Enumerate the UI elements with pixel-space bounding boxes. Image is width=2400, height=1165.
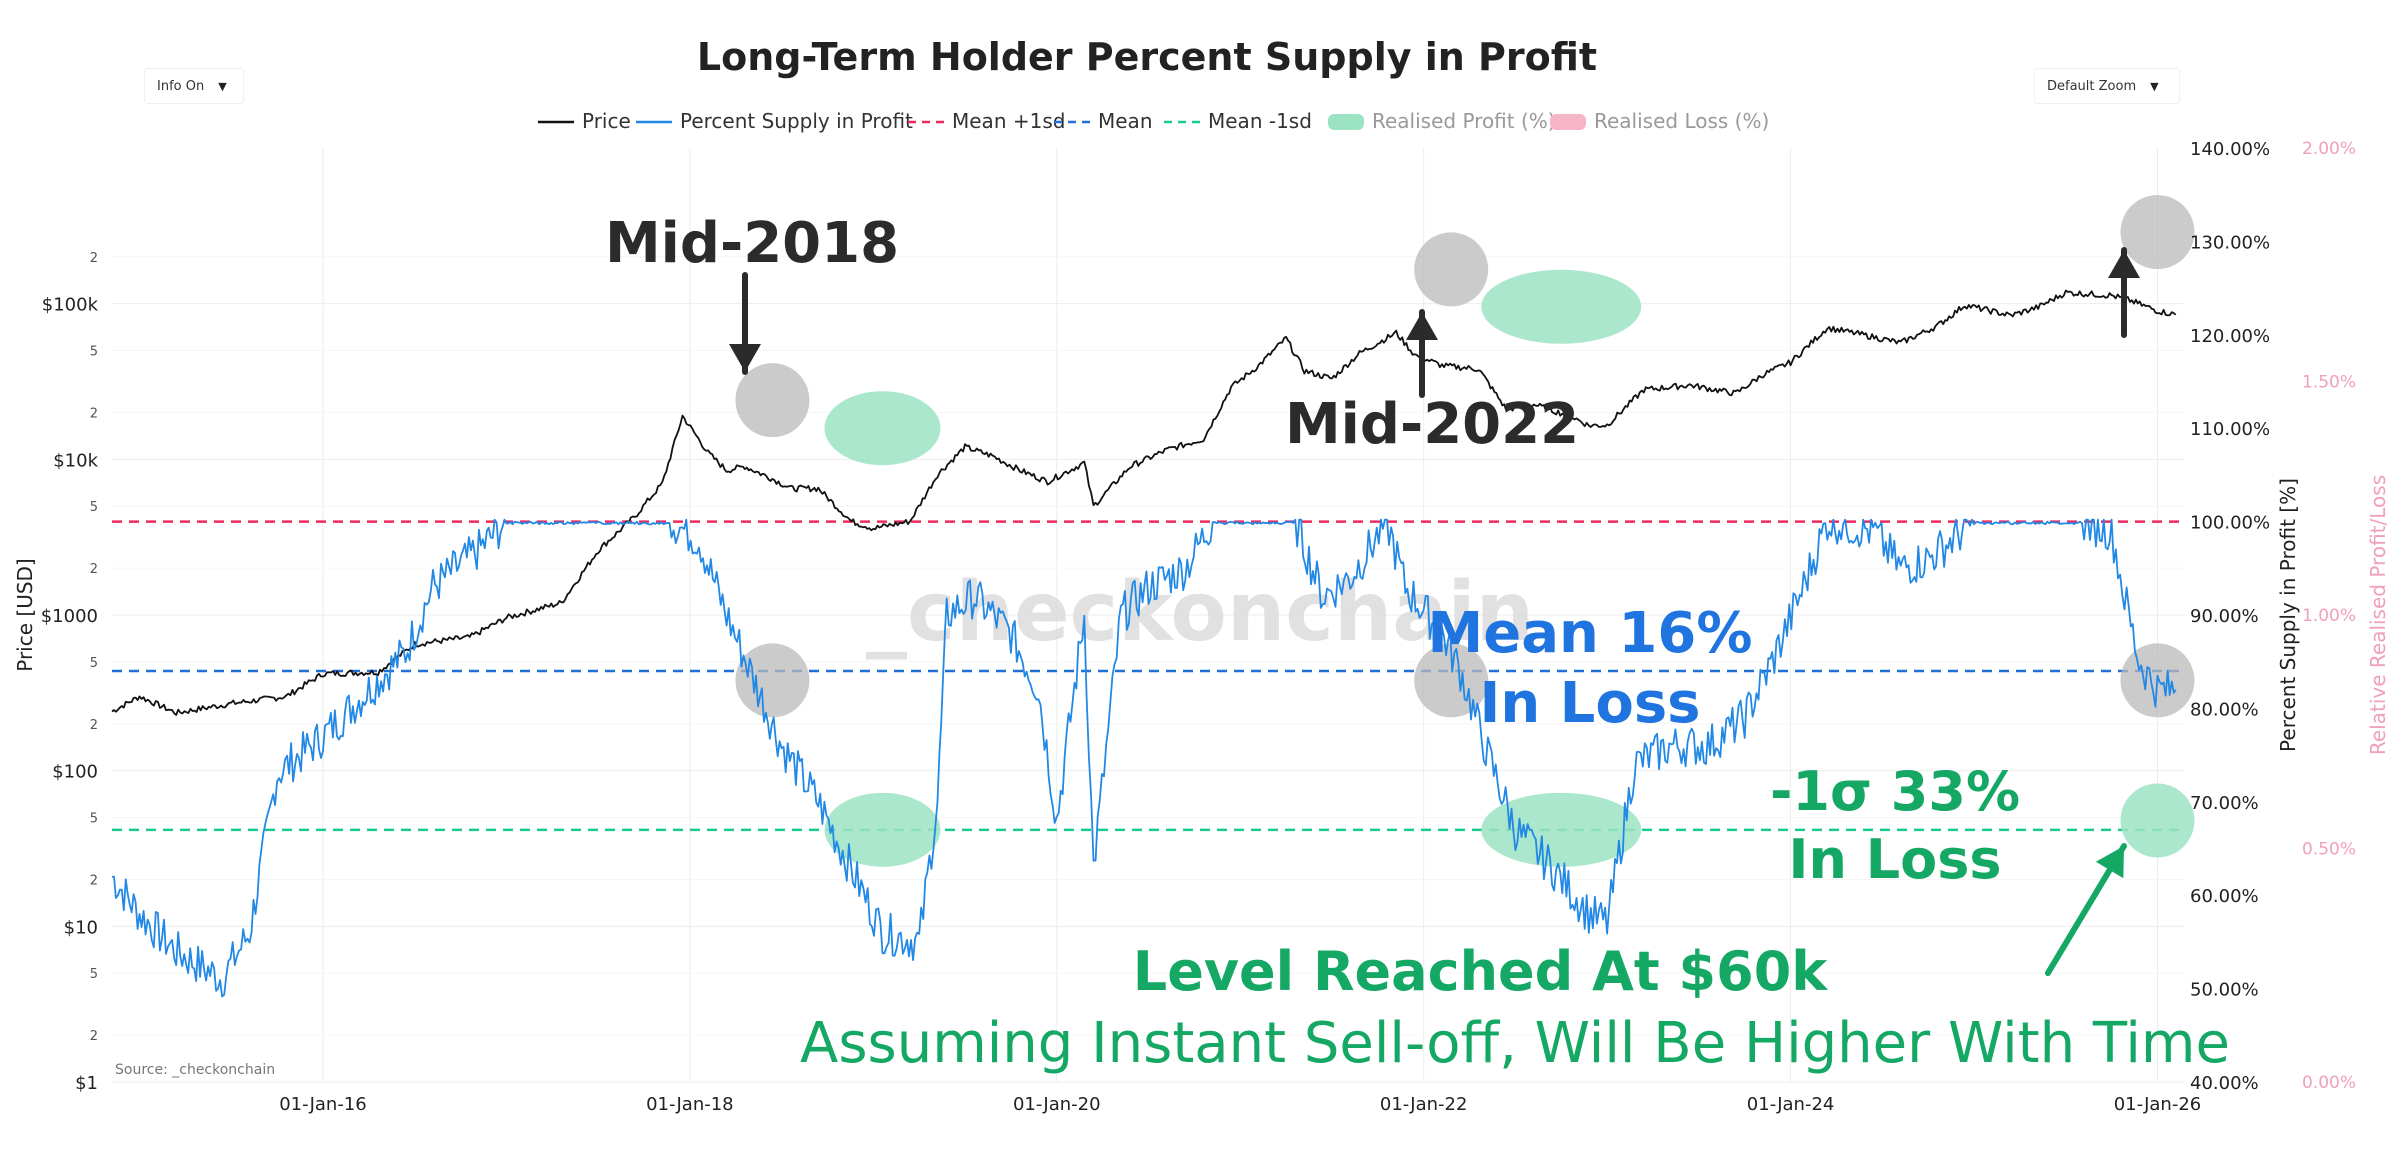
percent-supply-in-profit-line <box>111 518 2177 998</box>
right-axis2-tick-label: 0.00% <box>2302 1073 2356 1093</box>
circle-2018-top <box>735 363 810 438</box>
annotation-text: Mid-2022 <box>1285 392 1579 457</box>
arrow-head <box>2108 250 2140 278</box>
arrow-2026-price <box>2108 247 2140 338</box>
info-dropdown-label: Info On <box>157 78 205 94</box>
left-axis-minor-tick-label: 5 <box>90 345 98 360</box>
legend-swatch <box>1328 114 1364 130</box>
legend-swatch <box>1550 114 1586 130</box>
left-axis-tick-label: $10k <box>53 450 98 471</box>
right-axis-tick-label: 100.00% <box>2190 513 2270 534</box>
reference-lines <box>112 520 2185 832</box>
annotation-text: In Loss <box>1479 671 1700 736</box>
x-axis-tick-label: 01-Jan-26 <box>2114 1094 2202 1115</box>
left-axis-minor-tick-label: 2 <box>90 873 98 888</box>
legend-item-label: Mean <box>1098 109 1153 133</box>
gridlines <box>112 148 2185 1083</box>
annotation-text: Level Reached At $60k <box>1133 940 1828 1003</box>
chevron-down-icon: ▼ <box>2150 79 2159 93</box>
right-axis2-tick-label: 2.00% <box>2302 139 2356 159</box>
right-axis-tick-label: 50.00% <box>2190 980 2259 1001</box>
right-axis-tick-label: 60.00% <box>2190 886 2259 907</box>
arrow-mid-2018 <box>729 272 761 375</box>
left-axis-tick-label: $100k <box>42 295 99 316</box>
ellipse-2018-bottom-supply <box>824 792 941 867</box>
source-label: Source: _checkonchain <box>115 1062 275 1078</box>
zoom-dropdown-label: Default Zoom <box>2047 78 2137 94</box>
annotation-text: Mean 16% <box>1428 601 1753 666</box>
left-axis-title: Price [USD] <box>13 558 37 672</box>
ellipse-2022-bottom-supply <box>1481 792 1642 867</box>
right-axis-tick-label: 70.00% <box>2190 793 2259 814</box>
left-axis-minor-tick-label: 2 <box>90 1029 98 1044</box>
legend-item-label: Mean -1sd <box>1208 109 1312 133</box>
left-axis-minor-tick-label: 5 <box>90 967 98 982</box>
right-axis-tick-label: 120.00% <box>2190 326 2270 347</box>
left-axis-minor-tick-label: 5 <box>90 656 98 671</box>
arrow-head <box>2095 846 2124 879</box>
right-axis-tick-label: 40.00% <box>2190 1073 2259 1094</box>
left-axis-minor-tick-label: 2 <box>90 406 98 421</box>
x-axis-tick-label: 01-Jan-18 <box>646 1094 734 1115</box>
arrow-head <box>1406 312 1438 340</box>
annotation-text: Mid-2018 <box>605 211 899 276</box>
right-axis2-tick-label: 1.50% <box>2302 373 2356 393</box>
left-axis-minor-tick-label: 2 <box>90 251 98 266</box>
ellipse-2018-bottom-price <box>824 391 941 466</box>
ellipse-2022-bottom-price <box>1481 269 1642 344</box>
right-axis2-title: Relative Realised Profit/Loss <box>2366 475 2390 755</box>
right-axis-tick-label: 130.00% <box>2190 232 2270 253</box>
left-axis-tick-label: $100 <box>52 762 98 783</box>
legend: Price Percent Supply in Profit Mean +1sd Me… <box>538 109 1769 133</box>
chevron-down-icon: ▼ <box>218 79 227 93</box>
right-axis2-tick-label: 0.50% <box>2302 840 2356 860</box>
legend-item-label: Realised Loss (%) <box>1594 109 1769 133</box>
legend-item-label: Price <box>582 109 631 133</box>
annotation-text: -1σ 33% <box>1770 760 2020 823</box>
highlights <box>735 195 2195 867</box>
legend-item-label: Percent Supply in Profit <box>680 109 913 133</box>
info-dropdown[interactable]: Info On ▼ <box>144 68 244 104</box>
x-axis-tick-label: 01-Jan-16 <box>279 1094 367 1115</box>
right-axis-title: Percent Supply in Profit [%] <box>2276 478 2300 752</box>
price-line <box>111 289 2177 716</box>
circle-2018-low <box>735 643 810 718</box>
chart-title: Long-Term Holder Percent Supply in Profi… <box>697 35 1597 79</box>
zoom-dropdown[interactable]: Default Zoom ▼ <box>2034 68 2180 104</box>
left-axis-minor-tick-label: 5 <box>90 500 98 515</box>
legend-item-label: Realised Profit (%) <box>1372 109 1556 133</box>
circle-2026-target <box>2120 783 2195 858</box>
circle-2022-top <box>1414 232 1489 307</box>
left-axis-minor-tick-label: 5 <box>90 812 98 827</box>
right-axis-tick-label: 140.00% <box>2190 139 2270 160</box>
circle-2026-top <box>2120 195 2195 270</box>
left-axis-tick-label: $10 <box>64 917 98 938</box>
series <box>111 289 2177 998</box>
right-axis-tick-label: 110.00% <box>2190 419 2270 440</box>
left-axis-minor-tick-label: 2 <box>90 718 98 733</box>
arrow-level-reached <box>2045 843 2127 976</box>
axes: $1 $10 $100 $1000 $10k $100k 2 5 2 5 2 5 2 5 2 5 2 Price … <box>13 139 2390 1115</box>
x-axis-tick-label: 01-Jan-20 <box>1013 1094 1101 1115</box>
left-axis-tick-label: $1000 <box>41 606 98 627</box>
left-axis-tick-label: $1 <box>75 1073 98 1094</box>
x-axis-tick-label: 01-Jan-22 <box>1380 1094 1468 1115</box>
left-axis-minor-tick-label: 2 <box>90 562 98 577</box>
annotation-text: Assuming Instant Sell-off, Will Be Highe… <box>800 1011 2230 1076</box>
x-axis-tick-label: 01-Jan-24 <box>1747 1094 1835 1115</box>
legend-item-label: Mean +1sd <box>952 109 1065 133</box>
arrow-mid-2022 <box>1406 309 1438 398</box>
right-axis-tick-label: 90.00% <box>2190 606 2259 627</box>
right-axis-tick-label: 80.00% <box>2190 699 2259 720</box>
annotation-text: In Loss <box>1788 828 2001 891</box>
right-axis2-tick-label: 1.00% <box>2302 606 2356 626</box>
arrow-head <box>729 344 761 372</box>
